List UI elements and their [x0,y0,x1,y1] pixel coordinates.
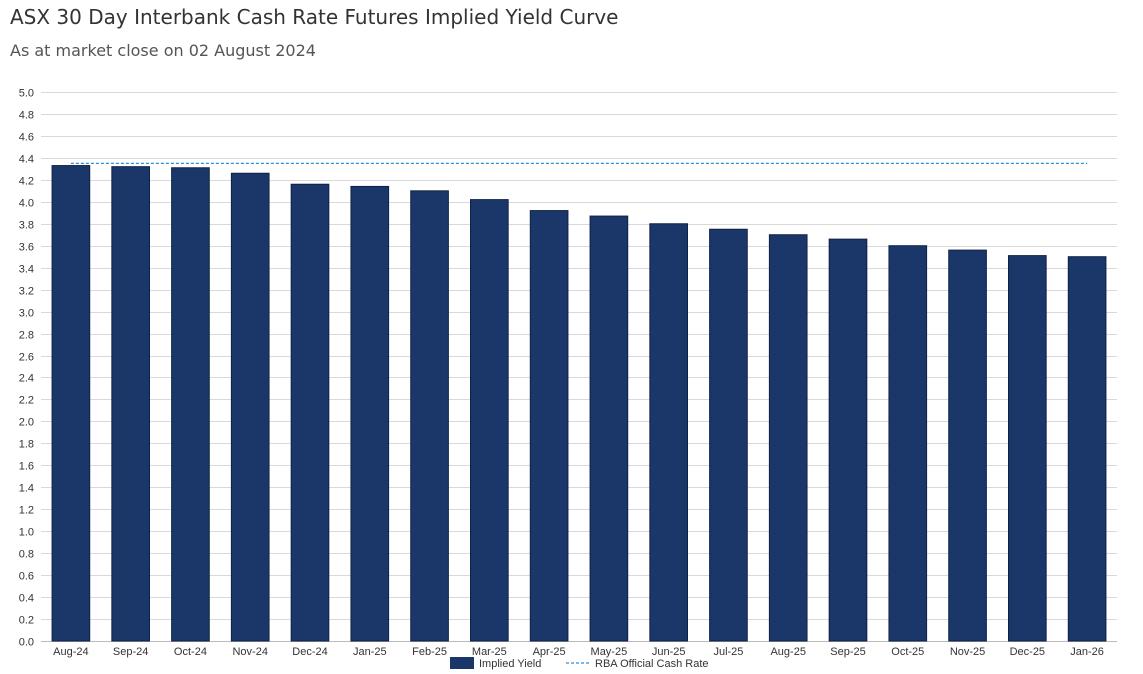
x-tick-label: Nov-25 [950,646,985,658]
x-tick-label: Dec-25 [1010,646,1045,658]
y-tick-label: 5.0 [19,88,34,100]
bar [649,223,688,642]
legend: Implied Yield RBA Official Cash Rate [450,657,709,670]
y-tick-label: 3.8 [19,220,34,232]
x-tick-label: Sep-25 [830,646,865,658]
bar [171,167,210,642]
y-tick-label: 2.4 [19,373,34,385]
bar [589,215,629,642]
x-tick-label: Aug-25 [770,646,805,658]
x-tick-label: Jun-25 [652,646,686,658]
y-tick-label: 2.6 [19,352,34,364]
bar [888,245,928,642]
bar [350,185,390,642]
y-tick-label: 1.6 [19,461,34,473]
y-tick-label: 4.2 [19,176,34,188]
y-tick-label: 0.0 [19,637,34,649]
y-tick-label: 2.2 [19,395,34,407]
y-tick-label: 3.2 [19,286,34,298]
chart-title: ASX 30 Day Interbank Cash Rate Futures I… [10,5,619,29]
x-tick-label: Jul-25 [713,646,743,658]
x-tick-label: Aug-24 [53,646,88,658]
bar [290,183,330,642]
y-tick-label: 2.0 [19,417,34,429]
x-tick-label: Oct-24 [174,646,207,658]
x-tick-label: Oct-25 [891,646,924,658]
x-tick-label: Nov-24 [232,646,267,658]
bars [51,165,1107,642]
y-tick-label: 3.6 [19,242,34,254]
bar [51,165,91,642]
y-tick-label: 3.4 [19,264,34,276]
y-tick-label: 0.2 [19,615,34,627]
legend-label-implied-yield: Implied Yield [479,658,541,670]
x-tick-label: Jan-26 [1070,646,1104,658]
x-tick-label: Mar-25 [472,646,507,658]
bar [1008,255,1047,642]
legend-swatch-implied-yield [450,657,474,669]
x-tick-label: Dec-24 [292,646,327,658]
y-tick-label: 1.2 [19,505,34,517]
bar [828,238,868,642]
bar [1067,256,1107,642]
y-tick-label: 0.8 [19,549,34,561]
y-tick-label: 1.4 [19,483,34,495]
x-axis-ticks: Aug-24 Sep-24 Oct-24 Nov-24 Dec-24 Jan-25 Feb-… [53,646,1104,658]
y-tick-label: 4.6 [19,132,34,144]
y-tick-label: 1.0 [19,527,34,539]
bar [709,228,748,642]
y-tick-label: 0.6 [19,571,34,583]
bar [768,234,808,642]
y-tick-label: 4.4 [19,154,34,166]
gridlines [41,92,1117,642]
bar [410,190,449,642]
y-tick-label: 3.0 [19,308,34,320]
y-tick-label: 0.4 [19,593,34,605]
x-tick-label: Feb-25 [412,646,447,658]
bar [529,210,569,642]
bar [230,172,270,642]
x-tick-label: Apr-25 [533,646,566,658]
y-tick-label: 1.8 [19,439,34,451]
bar [470,199,509,642]
x-tick-label: Sep-24 [113,646,148,658]
bar [111,166,150,642]
chart-subtitle: As at market close on 02 August 2024 [10,41,316,60]
y-axis-ticks: 0.0 0.2 0.4 0.6 0.8 1.0 1.2 1.4 1.6 1.8 2.0 2.2 2.4 2… [19,88,34,649]
y-tick-label: 4.0 [19,198,34,210]
y-tick-label: 2.8 [19,330,34,342]
bar [948,249,987,642]
x-tick-label: Jan-25 [353,646,387,658]
x-tick-label: May-25 [591,646,628,658]
legend-label-rba-cash-rate: RBA Official Cash Rate [595,658,709,670]
y-tick-label: 4.8 [19,110,34,122]
